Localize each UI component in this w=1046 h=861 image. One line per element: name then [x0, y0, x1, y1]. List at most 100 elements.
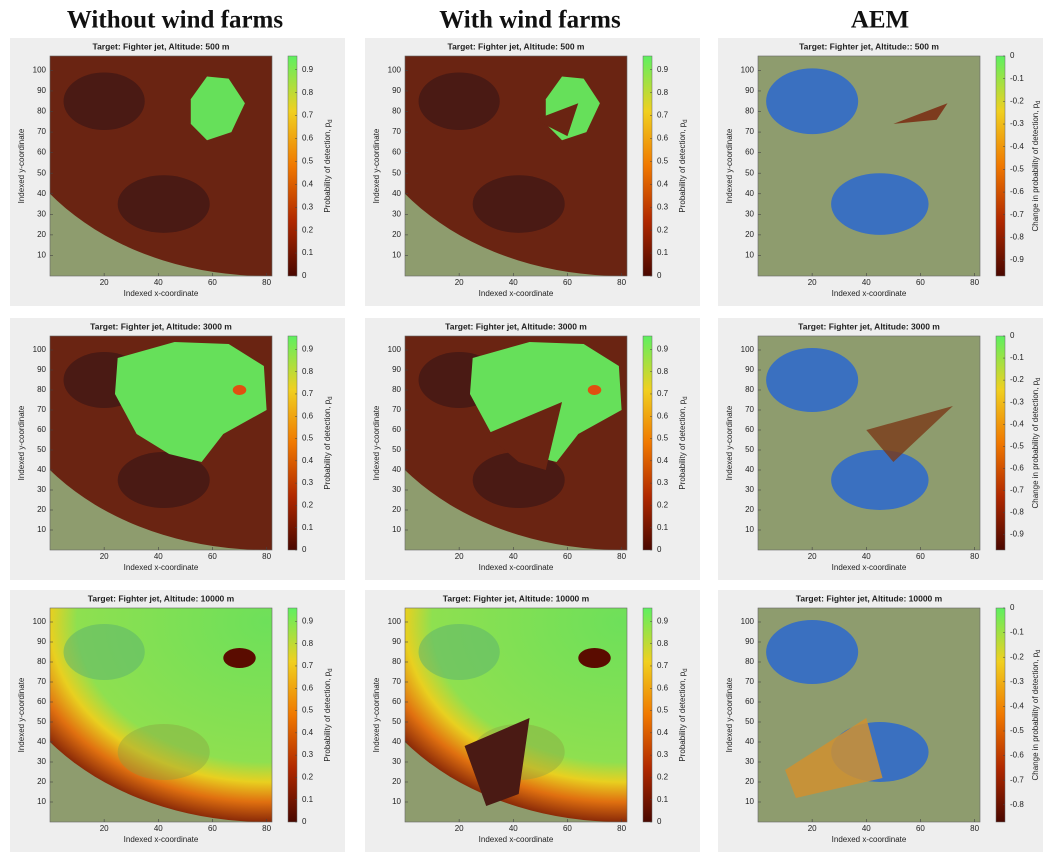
colorbar-tick-label: 0.1: [657, 248, 669, 257]
y-tick-label: 20: [37, 777, 46, 786]
colorbar-label: Change in probability of detection, pd: [1031, 650, 1041, 781]
panel-title: Target: Fighter jet, Altitude: 10000 m: [796, 593, 943, 603]
panel-title: Target: Fighter jet, Altitude: 500 m: [93, 41, 230, 51]
colorbar-tick-label: 0: [1010, 331, 1015, 340]
y-tick-label: 60: [37, 425, 46, 434]
colorbar-tick-label: -0.7: [1010, 486, 1024, 495]
colorbar-tick-label: 0.9: [302, 65, 314, 74]
y-tick-label: 90: [392, 365, 401, 374]
colorbar-tick-label: 0.2: [302, 773, 314, 782]
colorbar-tick-label: 0.6: [657, 411, 669, 420]
colorbar-tick-label: 0.3: [657, 750, 669, 759]
colorbar-tick-label: -0.8: [1010, 233, 1024, 242]
x-tick-label: 20: [100, 278, 109, 287]
colorbar-tick-label: 0.9: [657, 344, 669, 353]
colorbar-label-text: Change in probability of detection, p: [1031, 652, 1040, 780]
x-tick-label: 40: [154, 824, 163, 833]
colorbar-tick-label: 0.2: [657, 773, 669, 782]
y-tick-label: 60: [392, 425, 401, 434]
x-tick-label: 20: [808, 552, 817, 561]
colorbar-label: Probability of detection, pd: [323, 668, 333, 761]
heatmap: [758, 608, 980, 822]
colorbar-tick-label: -0.3: [1010, 677, 1024, 686]
colorbar-tick-label: -0.1: [1010, 628, 1024, 637]
y-tick-label: 90: [37, 637, 46, 646]
heatmap: [758, 56, 980, 276]
x-tick-label: 60: [563, 552, 572, 561]
y-tick-label: 60: [745, 148, 754, 157]
y-tick-label: 30: [392, 209, 401, 218]
y-tick-label: 50: [37, 717, 46, 726]
colorbar-tick-label: 0.5: [302, 157, 314, 166]
colorbar: [643, 608, 652, 822]
x-tick-label: 60: [208, 824, 217, 833]
colorbar-tick-label: 0.4: [302, 728, 314, 737]
x-tick-label: 80: [970, 278, 979, 287]
y-tick-label: 90: [745, 365, 754, 374]
y-tick-label: 20: [37, 505, 46, 514]
y-tick-label: 50: [37, 168, 46, 177]
x-tick-label: 20: [455, 552, 464, 561]
x-tick-label: 40: [154, 278, 163, 287]
panel-title: Target: Fighter jet, Altitude: 10000 m: [88, 593, 235, 603]
x-tick-label: 40: [509, 552, 518, 561]
colorbar-tick-label: 0.8: [302, 639, 314, 648]
colorbar: [288, 336, 297, 550]
colorbar-label-subscript: d: [1036, 101, 1042, 104]
panel-title: Target: Fighter jet, Altitude: 10000 m: [443, 593, 590, 603]
y-tick-label: 60: [392, 148, 401, 157]
colorbar: [288, 608, 297, 822]
colorbar-tick-label: 0.9: [302, 344, 314, 353]
colorbar-tick-label: 0.4: [302, 179, 314, 188]
colorbar-tick-label: 0: [302, 817, 307, 826]
colorbar-tick-label: 0.9: [302, 616, 314, 625]
y-tick-label: 40: [745, 737, 754, 746]
column-title: With wind farms: [439, 7, 621, 34]
colorbar-tick-label: 0.1: [302, 523, 314, 532]
x-axis-label: Indexed x-coordinate: [124, 835, 199, 844]
y-tick-label: 80: [392, 107, 401, 116]
y-tick-label: 90: [392, 637, 401, 646]
y-tick-label: 100: [741, 617, 755, 626]
colorbar-label: Probability of detection, pd: [678, 396, 688, 489]
y-tick-label: 100: [33, 66, 47, 75]
colorbar-tick-label: 0.3: [302, 750, 314, 759]
colorbar-tick-label: -0.7: [1010, 775, 1024, 784]
y-tick-label: 30: [392, 757, 401, 766]
colorbar-tick-label: -0.2: [1010, 652, 1024, 661]
y-tick-label: 100: [388, 66, 402, 75]
colorbar-tick-label: 0: [657, 817, 662, 826]
x-tick-label: 20: [455, 278, 464, 287]
x-axis-label: Indexed x-coordinate: [832, 835, 907, 844]
colorbar-tick-label: 0.3: [302, 478, 314, 487]
panel-title: Target: Fighter jet, Altitude: 3000 m: [798, 321, 940, 331]
colorbar-tick-label: -0.3: [1010, 119, 1024, 128]
panel: Target: Fighter jet, Altitude: 10000 m20…: [718, 590, 1043, 852]
y-tick-label: 30: [745, 485, 754, 494]
y-tick-label: 80: [392, 657, 401, 666]
y-tick-label: 20: [745, 505, 754, 514]
y-tick-label: 30: [37, 485, 46, 494]
y-tick-label: 40: [392, 465, 401, 474]
y-tick-label: 20: [745, 230, 754, 239]
y-tick-label: 50: [392, 445, 401, 454]
colorbar-tick-label: 0.6: [657, 134, 669, 143]
y-tick-label: 70: [37, 405, 46, 414]
x-tick-label: 40: [154, 552, 163, 561]
colorbar-label: Probability of detection, pd: [323, 396, 333, 489]
panel-title: Target: Fighter jet, Altitude: 500 m: [448, 41, 585, 51]
colorbar-tick-label: 0.8: [657, 367, 669, 376]
colorbar-tick-label: -0.8: [1010, 508, 1024, 517]
y-tick-label: 100: [33, 345, 47, 354]
y-tick-label: 60: [37, 697, 46, 706]
colorbar-label-text: Change in probability of detection, p: [1031, 380, 1040, 508]
x-tick-label: 40: [509, 278, 518, 287]
colorbar: [288, 56, 297, 276]
colorbar-tick-label: -0.8: [1010, 800, 1024, 809]
colorbar-tick-label: 0.5: [657, 706, 669, 715]
x-tick-label: 80: [970, 824, 979, 833]
y-axis-label: Indexed y-coordinate: [372, 405, 381, 480]
y-tick-label: 60: [745, 697, 754, 706]
colorbar-tick-label: 0.3: [657, 478, 669, 487]
colorbar-tick-label: -0.6: [1010, 187, 1024, 196]
